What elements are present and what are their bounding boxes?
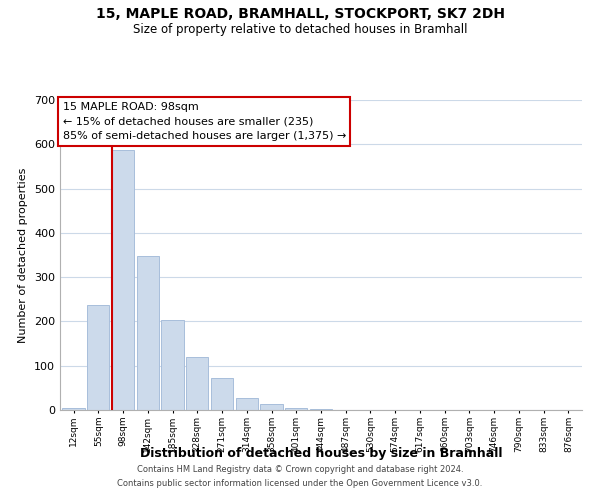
Y-axis label: Number of detached properties: Number of detached properties [19, 168, 28, 342]
Bar [112, 150, 134, 410]
Text: 15, MAPLE ROAD, BRAMHALL, STOCKPORT, SK7 2DH: 15, MAPLE ROAD, BRAMHALL, STOCKPORT, SK7… [95, 8, 505, 22]
Bar [236, 398, 258, 410]
Bar [161, 320, 184, 410]
Bar [260, 404, 283, 410]
Bar [285, 408, 307, 410]
Bar [211, 378, 233, 410]
Bar [186, 358, 208, 410]
Bar [310, 409, 332, 410]
Text: Size of property relative to detached houses in Bramhall: Size of property relative to detached ho… [133, 22, 467, 36]
Bar [87, 305, 109, 410]
Bar [137, 256, 159, 410]
Bar [62, 408, 85, 410]
Text: Distribution of detached houses by size in Bramhall: Distribution of detached houses by size … [140, 448, 502, 460]
Text: Contains HM Land Registry data © Crown copyright and database right 2024.
Contai: Contains HM Land Registry data © Crown c… [118, 466, 482, 487]
Text: 15 MAPLE ROAD: 98sqm
← 15% of detached houses are smaller (235)
85% of semi-deta: 15 MAPLE ROAD: 98sqm ← 15% of detached h… [62, 102, 346, 141]
